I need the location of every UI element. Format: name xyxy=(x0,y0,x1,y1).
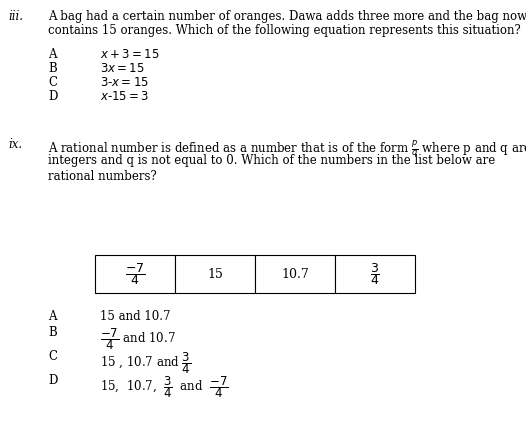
Text: A: A xyxy=(48,48,56,61)
Bar xyxy=(335,255,415,293)
Text: A: A xyxy=(48,310,56,323)
Text: $3\text{-}x =15$: $3\text{-}x =15$ xyxy=(100,76,149,89)
Text: ix.: ix. xyxy=(8,138,22,151)
Text: $x+3 =15$: $x+3 =15$ xyxy=(100,48,159,61)
Text: iii.: iii. xyxy=(8,10,23,23)
Text: 15,  10.7,  $\dfrac{3}{4}$  and  $\dfrac{-7}{4}$: 15, 10.7, $\dfrac{3}{4}$ and $\dfrac{-7}… xyxy=(100,374,229,400)
Text: $\dfrac{-7}{4}$: $\dfrac{-7}{4}$ xyxy=(125,261,145,287)
Text: C: C xyxy=(48,76,57,89)
Text: 15: 15 xyxy=(207,268,223,281)
Bar xyxy=(95,255,175,293)
Bar xyxy=(255,255,335,293)
Text: integers and q is not equal to 0. Which of the numbers in the list below are: integers and q is not equal to 0. Which … xyxy=(48,154,495,167)
Text: 10.7: 10.7 xyxy=(281,268,309,281)
Text: C: C xyxy=(48,350,57,363)
Text: rational numbers?: rational numbers? xyxy=(48,170,157,183)
Text: B: B xyxy=(48,326,57,339)
Text: A bag had a certain number of oranges. Dawa adds three more and the bag now: A bag had a certain number of oranges. D… xyxy=(48,10,526,23)
Text: 15 and 10.7: 15 and 10.7 xyxy=(100,310,170,323)
Text: 15 , 10.7 and $\dfrac{3}{4}$: 15 , 10.7 and $\dfrac{3}{4}$ xyxy=(100,350,191,376)
Text: D: D xyxy=(48,374,57,387)
Text: B: B xyxy=(48,62,57,75)
Text: $\dfrac{3}{4}$: $\dfrac{3}{4}$ xyxy=(370,261,380,287)
Text: A rational number is defined as a number that is of the form $\frac{p}{q}$ where: A rational number is defined as a number… xyxy=(48,138,526,160)
Text: $3x =15$: $3x =15$ xyxy=(100,62,145,75)
Text: D: D xyxy=(48,90,57,103)
Bar xyxy=(175,255,255,293)
Text: $\dfrac{-7}{4}$ and 10.7: $\dfrac{-7}{4}$ and 10.7 xyxy=(100,326,176,352)
Text: $x\text{-}15 =3$: $x\text{-}15 =3$ xyxy=(100,90,149,103)
Text: contains 15 oranges. Which of the following equation represents this situation?: contains 15 oranges. Which of the follow… xyxy=(48,24,521,37)
